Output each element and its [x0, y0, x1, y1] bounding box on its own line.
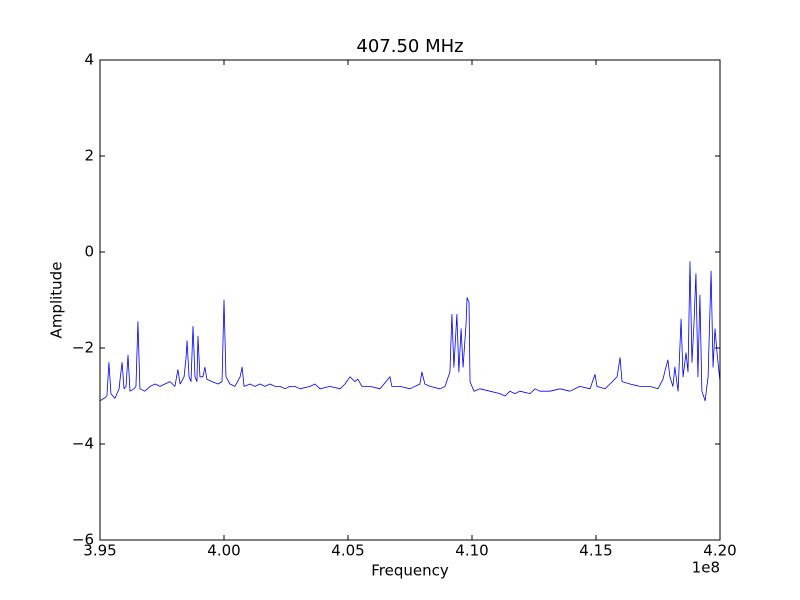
x-offset-label: 1e8 [692, 559, 720, 577]
x-tick-label: 4.20 [703, 542, 736, 560]
x-axis-label: Frequency [371, 562, 449, 580]
y-tick-label: −2 [72, 339, 94, 357]
y-tick-label: 0 [84, 243, 94, 261]
data-line [99, 261, 721, 402]
y-tick-label: −6 [72, 531, 94, 549]
x-tick-label: 4.05 [331, 542, 364, 560]
x-tick-label: 4.00 [207, 542, 240, 560]
y-tick-label: 2 [84, 147, 94, 165]
y-tick-label: −4 [72, 435, 94, 453]
x-tick-label: 4.10 [455, 542, 488, 560]
x-tick-label: 4.15 [579, 542, 612, 560]
x-tick-label: 3.95 [83, 542, 116, 560]
y-tick-label: 4 [84, 51, 94, 69]
plot-frame [99, 59, 721, 541]
chart-title: 407.50 MHz [356, 36, 463, 57]
y-axis-label: Amplitude [48, 262, 66, 339]
